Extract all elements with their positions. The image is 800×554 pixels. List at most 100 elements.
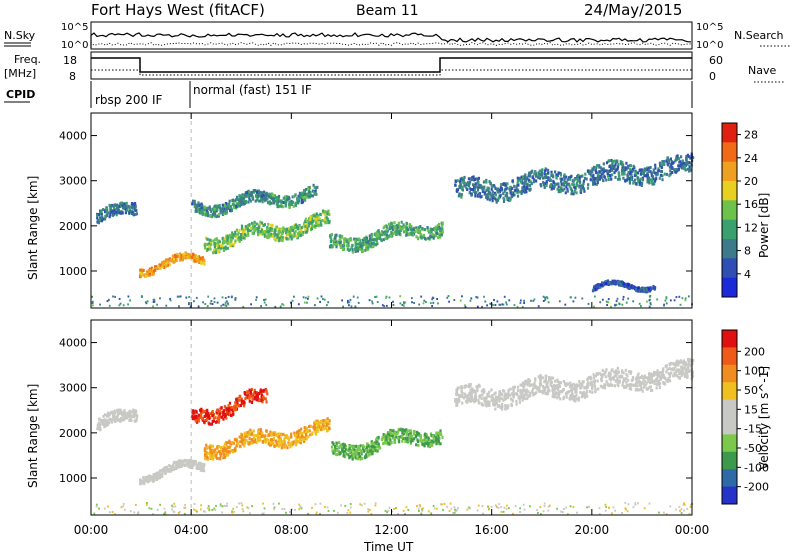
scatter-cell — [91, 300, 94, 303]
scatter-cell — [272, 201, 275, 205]
scatter-cell — [145, 478, 148, 482]
scatter-cell — [455, 388, 458, 392]
scatter-cell — [579, 191, 583, 194]
scatter-cell — [646, 171, 649, 175]
scatter-cell — [690, 168, 693, 172]
scatter-cell — [361, 249, 364, 253]
scatter-cell — [351, 248, 354, 252]
scatter-cell — [593, 180, 596, 183]
scatter-cell — [265, 429, 268, 433]
scatter-cell — [656, 298, 659, 301]
scatter-cell — [521, 177, 524, 181]
scatter-cell — [257, 233, 260, 237]
scatter-cell — [298, 191, 301, 195]
scatter-cell — [240, 203, 243, 207]
scatter-cell — [217, 416, 220, 420]
scatter-cell — [228, 445, 231, 449]
scatter-cell — [320, 421, 323, 424]
scatter-cell — [198, 211, 201, 215]
scatter-cell — [413, 437, 416, 441]
scatter-cell — [358, 245, 361, 249]
scatter-cell — [115, 213, 118, 217]
scatter-cell — [230, 206, 233, 210]
scatter-cell — [369, 449, 372, 453]
scatter-cell — [415, 430, 418, 434]
scatter-cell — [621, 375, 624, 379]
scatter-cell — [232, 412, 235, 416]
scatter-cell — [639, 172, 643, 176]
scatter-cell — [269, 226, 272, 230]
scatter-cell — [543, 169, 547, 173]
scatter-cell — [439, 227, 442, 231]
scatter-cell — [412, 228, 415, 232]
freq-panel: Freq. [MHz] 18 8 60 0 Nave — [4, 51, 784, 83]
scatter-cell — [531, 389, 534, 393]
scatter-cell — [441, 221, 444, 225]
scatter-cell — [629, 170, 632, 174]
scatter-cell — [356, 249, 359, 253]
scatter-cell — [467, 385, 471, 389]
scatter-cell — [403, 225, 406, 229]
scatter-cell — [277, 194, 281, 198]
scatter-cell — [398, 224, 401, 228]
scatter-cell — [262, 197, 265, 201]
scatter-cell — [334, 243, 337, 247]
scatter-cell — [557, 171, 560, 175]
scatter-cell — [296, 197, 299, 201]
scatter-cell — [297, 201, 300, 205]
scatter-cell — [205, 417, 208, 421]
scatter-cell — [501, 407, 504, 411]
scatter-cell — [247, 396, 250, 400]
scatter-cell — [177, 459, 180, 463]
scatter-cell — [675, 168, 678, 171]
scatter-cell — [467, 184, 470, 187]
scatter-cell — [692, 359, 695, 362]
scatter-cell — [680, 372, 683, 375]
scatter-cell — [165, 468, 168, 472]
scatter-cell — [557, 185, 560, 189]
scatter-cell — [666, 379, 669, 383]
scatter-cell — [135, 414, 139, 418]
scatter-cell — [550, 174, 553, 178]
scatter-cell — [660, 166, 663, 169]
scatter-cell — [624, 179, 627, 183]
scatter-cell — [233, 404, 237, 408]
scatter-cell — [613, 171, 616, 175]
scatter-cell — [288, 203, 291, 206]
scatter-cell — [375, 231, 378, 235]
scatter-cell — [234, 298, 237, 301]
scatter-cell — [390, 434, 393, 438]
scatter-cell — [486, 304, 488, 307]
scatter-cell — [257, 225, 260, 229]
scatter-cell — [364, 248, 367, 252]
scatter-cell — [653, 287, 656, 290]
scatter-cell — [598, 177, 601, 181]
scatter-cell — [651, 175, 655, 179]
scatter-cell — [335, 441, 338, 445]
scatter-cell — [524, 188, 527, 192]
scatter-cell — [277, 200, 280, 204]
scatter-cell — [227, 236, 230, 240]
scatter-cell — [261, 400, 264, 404]
scatter-cell — [630, 178, 633, 182]
scatter-cell — [100, 219, 104, 223]
scatter-cell — [260, 389, 264, 393]
scatter-cell — [306, 301, 308, 304]
scatter-cell — [414, 230, 417, 234]
scatter-cell — [286, 231, 290, 235]
scatter-cell — [292, 442, 295, 446]
scatter-cell — [284, 200, 287, 204]
scatter-cell — [128, 211, 131, 215]
scatter-cell — [613, 167, 616, 171]
scatter-cell — [639, 168, 642, 172]
scatter-cell — [468, 191, 471, 195]
scatter-cell — [517, 385, 520, 389]
scatter-cell — [395, 433, 398, 436]
scatter-cell — [614, 282, 617, 286]
scatter-cell — [378, 236, 381, 240]
scatter-cell — [245, 438, 248, 442]
scatter-cell — [685, 154, 688, 158]
scatter-cell — [233, 447, 237, 451]
scatter-cell — [296, 431, 299, 435]
scatter-cell — [399, 295, 402, 298]
